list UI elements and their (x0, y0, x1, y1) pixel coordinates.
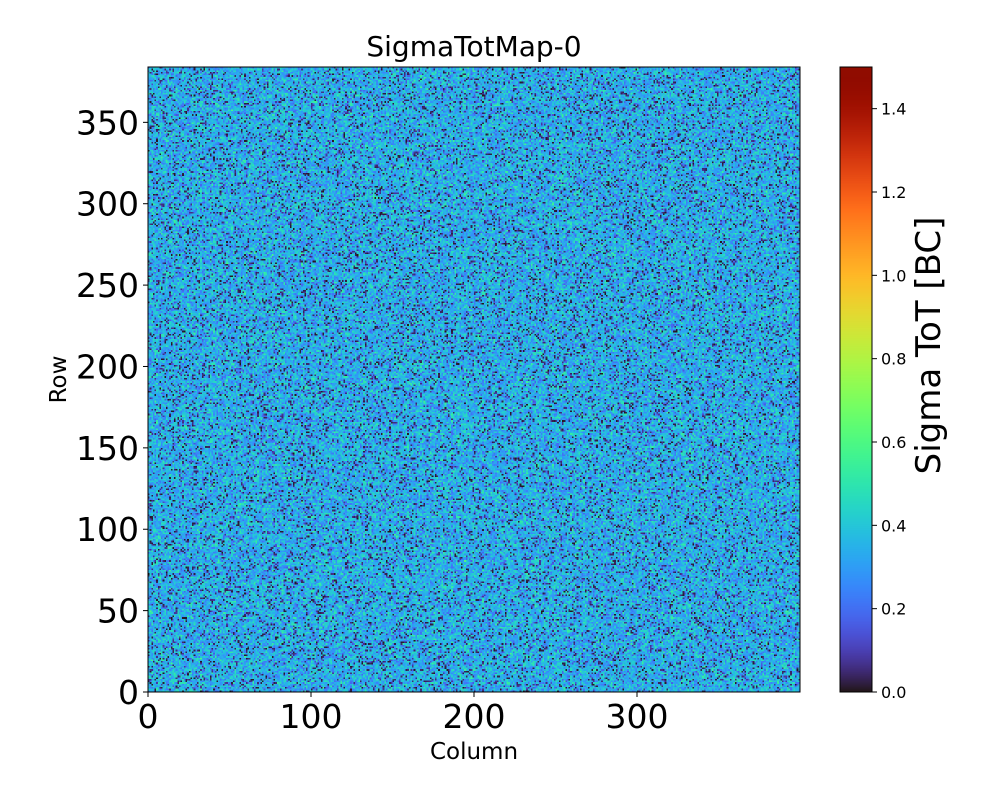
colorbar-tick-label: 1.2 (881, 183, 906, 202)
y-tick-label: 350 (76, 103, 139, 142)
y-tick-label: 250 (76, 266, 139, 305)
plot-frame (147, 66, 801, 693)
y-tick-label: 0 (118, 673, 139, 712)
colorbar-tick-label: 0.2 (881, 600, 906, 619)
colorbar-tick-label: 1.0 (881, 266, 906, 285)
y-tick-label: 100 (76, 510, 139, 549)
colorbar-tick-label: 0.8 (881, 350, 906, 369)
x-axis-label: Column (430, 739, 518, 765)
colorbar-tick-label: 0.6 (881, 433, 906, 452)
colorbar-tick-label: 1.4 (881, 100, 906, 119)
colorbar-tick-label: 0.4 (881, 516, 906, 535)
y-tick-label: 150 (76, 429, 139, 468)
colorbar-tick-label: 0.0 (881, 683, 906, 702)
heatmap-image (148, 67, 800, 692)
colorbar-gradient (840, 67, 872, 692)
y-tick-label: 300 (76, 185, 139, 224)
y-tick-label: 50 (97, 592, 139, 631)
x-tick-label: 0 (138, 697, 159, 736)
x-tick-label: 100 (280, 697, 343, 736)
colorbar-frame (839, 66, 873, 693)
x-tick-label: 200 (443, 697, 506, 736)
y-tick-label: 200 (76, 347, 139, 386)
x-tick-label: 300 (606, 697, 669, 736)
colorbar-label: Sigma ToT [BC] (909, 217, 949, 475)
chart-title: SigmaTotMap-0 (366, 30, 582, 63)
y-axis-label: Row (46, 356, 72, 404)
